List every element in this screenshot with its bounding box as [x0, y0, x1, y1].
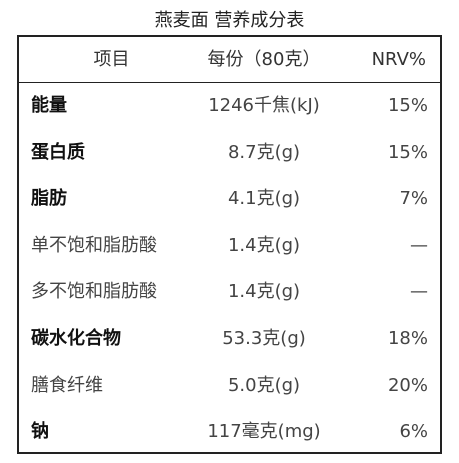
table-cell: 15% [387, 95, 428, 116]
table-row: 碳水化合物 53.3克(g) 18% [19, 316, 440, 363]
table-cell: 20% [387, 374, 428, 396]
table-cell: 1.4克(g) [227, 234, 301, 256]
table-cell: 117毫克(mg) [207, 421, 321, 443]
table-cell: 8.7克(g) [227, 141, 301, 163]
table-row: 单不饱和脂肪酸 1.4克(g) — [19, 223, 440, 270]
table-cell: 蛋白质 [31, 141, 85, 163]
nutrition-table: 项目 每份（80克） NRV% 能量 1246千焦(kJ) 15% 蛋白质 8.7克(g… [17, 35, 442, 454]
table-row: 脂肪 4.1克(g) 7% [19, 176, 440, 223]
title: 燕麦面 营养成分表 [154, 10, 305, 31]
table-cell: 5.0克(g) [227, 374, 301, 396]
table-row: 能量 1246千焦(kJ) 15% [19, 83, 440, 130]
table-cell: 7% [399, 188, 428, 210]
column-header: 项目 [93, 49, 130, 70]
column-header: 每份（80克） [207, 49, 321, 70]
table-cell: 多不饱和脂肪酸 [31, 281, 157, 303]
table-cell: 1.4克(g) [227, 281, 301, 303]
table-cell: 4.1克(g) [227, 188, 301, 210]
table-cell: 脂肪 [31, 188, 67, 210]
header-row: 项目 每份（80克） NRV% [19, 37, 440, 83]
table-cell: 53.3克(g) [222, 328, 306, 349]
table-cell: 膳食纤维 [31, 374, 103, 396]
table-row: 多不饱和脂肪酸 1.4克(g) — [19, 269, 440, 316]
table-cell: 18% [387, 328, 428, 349]
table-row: 膳食纤维 5.0克(g) 20% [19, 363, 440, 410]
table-cell: 6% [399, 421, 428, 443]
table-cell: — [410, 234, 428, 256]
table-cell: 能量 [31, 95, 67, 116]
table-cell: 单不饱和脂肪酸 [31, 234, 157, 256]
column-header: NRV% [371, 49, 426, 70]
table-cell: 1246千焦(kJ) [208, 95, 320, 116]
table-cell: 15% [387, 141, 428, 163]
table-row: 蛋白质 8.7克(g) 15% [19, 130, 440, 177]
table-cell: 钠 [31, 421, 49, 443]
table-cell: 碳水化合物 [31, 328, 121, 349]
table-row: 钠 117毫克(mg) 6% [19, 409, 440, 456]
table-cell: — [410, 281, 428, 303]
